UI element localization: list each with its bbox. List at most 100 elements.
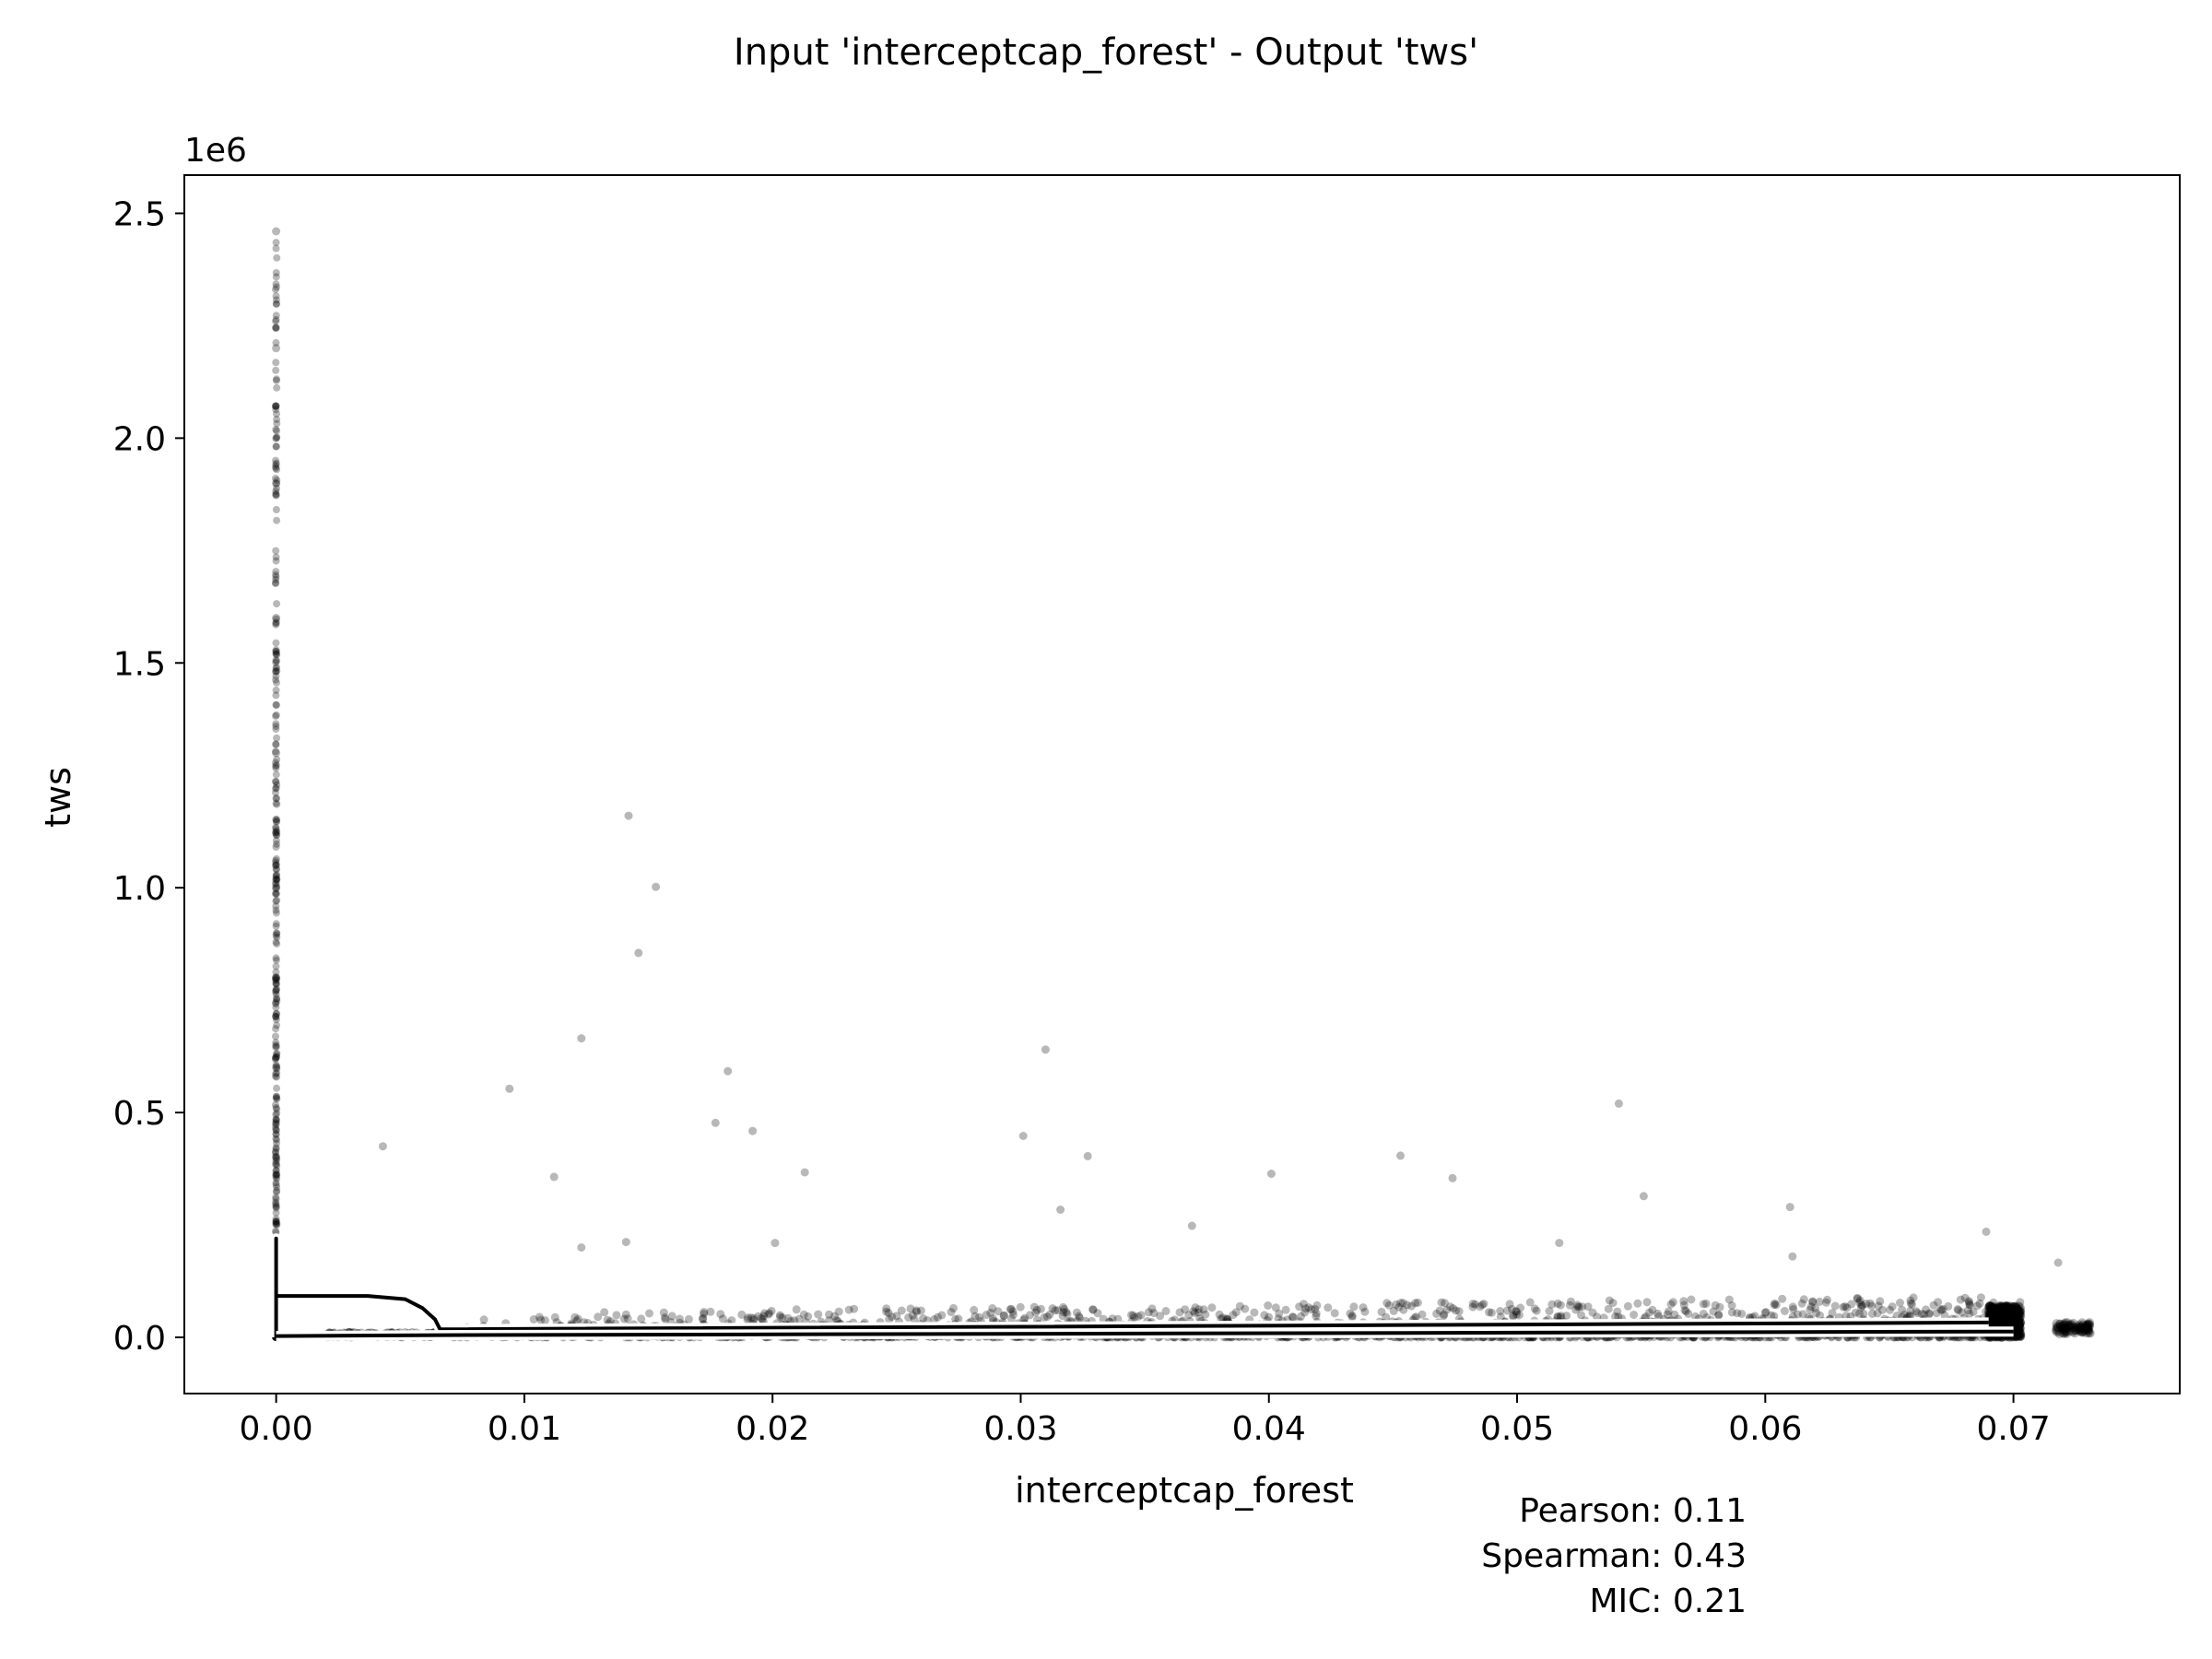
data-point (910, 1315, 919, 1324)
data-point (1993, 1314, 2003, 1324)
data-point (272, 843, 280, 851)
data-point (954, 1314, 963, 1324)
data-point (1507, 1304, 1516, 1313)
data-point (1988, 1318, 1998, 1328)
data-point (1058, 1312, 1067, 1321)
data-point (1983, 1306, 1994, 1316)
data-point (2014, 1320, 2024, 1330)
data-point (765, 1309, 774, 1318)
data-point (2053, 1326, 2064, 1336)
data-point (2082, 1324, 2092, 1335)
data-point (1761, 1308, 1771, 1317)
data-point (1574, 1302, 1583, 1312)
data-point (1509, 1312, 1518, 1322)
data-point (2062, 1328, 2072, 1338)
data-point (1502, 1306, 1512, 1315)
data-point (272, 759, 279, 767)
data-point (1613, 1307, 1622, 1316)
data-point (273, 1171, 281, 1179)
data-point (1984, 1301, 1994, 1312)
data-point (272, 672, 280, 680)
data-point (272, 938, 280, 947)
data-point (272, 665, 280, 673)
data-point (2083, 1326, 2093, 1336)
data-point (272, 292, 280, 300)
data-point (272, 1157, 280, 1165)
data-point (1307, 1305, 1316, 1314)
data-point (273, 974, 281, 982)
data-point (1088, 1305, 1098, 1314)
data-point (1995, 1311, 2006, 1321)
data-point (273, 1139, 280, 1147)
data-point (272, 973, 280, 982)
data-point (2013, 1332, 2022, 1341)
data-point (272, 723, 280, 730)
data-point (1998, 1305, 2007, 1315)
data-point (2067, 1321, 2077, 1331)
data-point (748, 1126, 758, 1135)
data-point (2015, 1325, 2025, 1335)
data-point (2006, 1308, 2017, 1318)
data-point (2012, 1332, 2021, 1341)
data-point (2014, 1322, 2024, 1332)
data-point (1512, 1310, 1521, 1319)
data-point (1906, 1296, 1915, 1305)
data-point (272, 1061, 280, 1069)
data-point (272, 1012, 280, 1020)
data-point (2012, 1313, 2022, 1324)
data-point (272, 1115, 280, 1124)
data-point (272, 324, 280, 332)
data-point (660, 1313, 669, 1322)
data-point (1396, 1299, 1406, 1308)
data-point (2011, 1326, 2021, 1336)
data-point (2002, 1317, 2012, 1327)
data-point (1347, 1312, 1357, 1322)
data-point (1780, 1307, 1789, 1315)
data-point (540, 1316, 549, 1325)
data-point (2002, 1305, 2012, 1315)
data-point (2012, 1318, 2021, 1328)
data-point (273, 1174, 281, 1182)
data-point (272, 879, 280, 888)
data-point (272, 856, 280, 865)
data-point (2084, 1319, 2093, 1329)
data-point (2083, 1324, 2093, 1335)
data-point (1288, 1312, 1298, 1322)
data-point (2078, 1326, 2088, 1336)
data-point (272, 658, 280, 666)
data-point (1992, 1309, 2002, 1319)
data-point (1724, 1295, 1734, 1304)
data-point (273, 1049, 281, 1057)
data-point (2085, 1320, 2095, 1330)
data-point (272, 712, 279, 720)
data-point (1036, 1304, 1045, 1313)
data-point (749, 1315, 759, 1324)
data-point (272, 1072, 279, 1080)
data-point (1998, 1306, 2008, 1316)
data-point (1808, 1297, 1818, 1306)
data-point (2016, 1328, 2026, 1338)
data-point (2001, 1316, 2011, 1326)
data-point (1841, 1312, 1851, 1321)
data-point (1874, 1301, 1883, 1311)
data-point (2000, 1318, 2010, 1328)
x-tick-label: 0.02 (735, 1410, 809, 1448)
data-point (573, 1314, 582, 1324)
data-point (1129, 1311, 1138, 1320)
data-point (747, 1313, 756, 1323)
data-point (272, 1115, 280, 1124)
data-point (272, 1173, 280, 1182)
data-point (1990, 1317, 2000, 1327)
data-point (273, 831, 281, 840)
data-point (1435, 1306, 1444, 1315)
data-point (272, 456, 280, 465)
data-point (273, 1065, 281, 1073)
data-point (1793, 1310, 1802, 1319)
data-point (272, 831, 280, 840)
data-point (1982, 1307, 1991, 1316)
data-point (1808, 1298, 1818, 1307)
y-tick-label: 2.5 (113, 195, 166, 233)
data-point (2001, 1304, 2011, 1314)
data-point (272, 1181, 280, 1189)
